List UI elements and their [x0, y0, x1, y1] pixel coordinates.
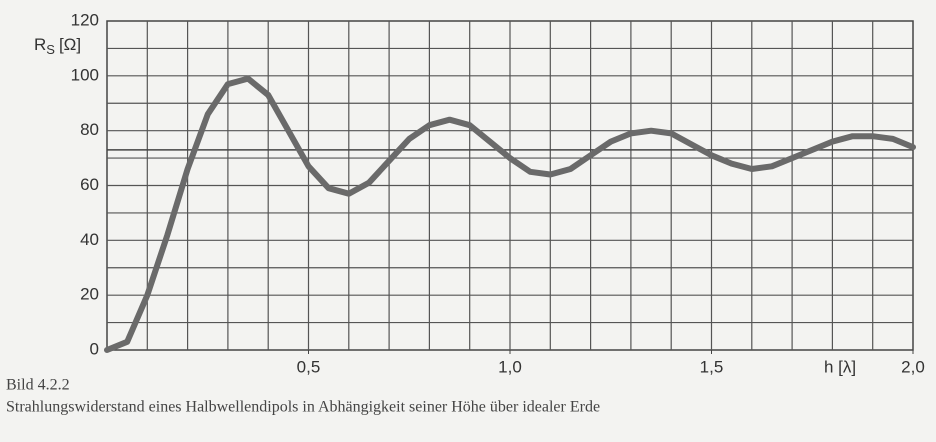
y-tick-label: 0: [90, 339, 99, 358]
y-tick-label: 100: [71, 65, 99, 84]
x-tick-label: 1,5: [700, 357, 724, 376]
x-axis-label: h [λ]: [824, 357, 856, 376]
y-tick-label: 80: [80, 120, 99, 139]
caption: Strahlungswiderstand eines Halbwellendip…: [6, 399, 600, 416]
y-label-symbol: R: [34, 35, 46, 54]
y-label-subscript: S: [46, 42, 55, 57]
y-tick-label: 20: [80, 285, 99, 304]
y-tick-label: 120: [71, 10, 99, 29]
x-tick-label: 2,0: [901, 357, 925, 376]
y-tick-label: 60: [80, 175, 99, 194]
figure-label: Bild 4.2.2: [6, 377, 70, 394]
y-axis-label: RS [Ω]: [34, 35, 81, 57]
data-line: [104, 75, 916, 353]
x-tick-label: 0,5: [297, 357, 321, 376]
y-label-unit: [Ω]: [59, 35, 81, 54]
y-tick-label: 40: [80, 230, 99, 249]
x-tick-label: 1,0: [498, 357, 522, 376]
